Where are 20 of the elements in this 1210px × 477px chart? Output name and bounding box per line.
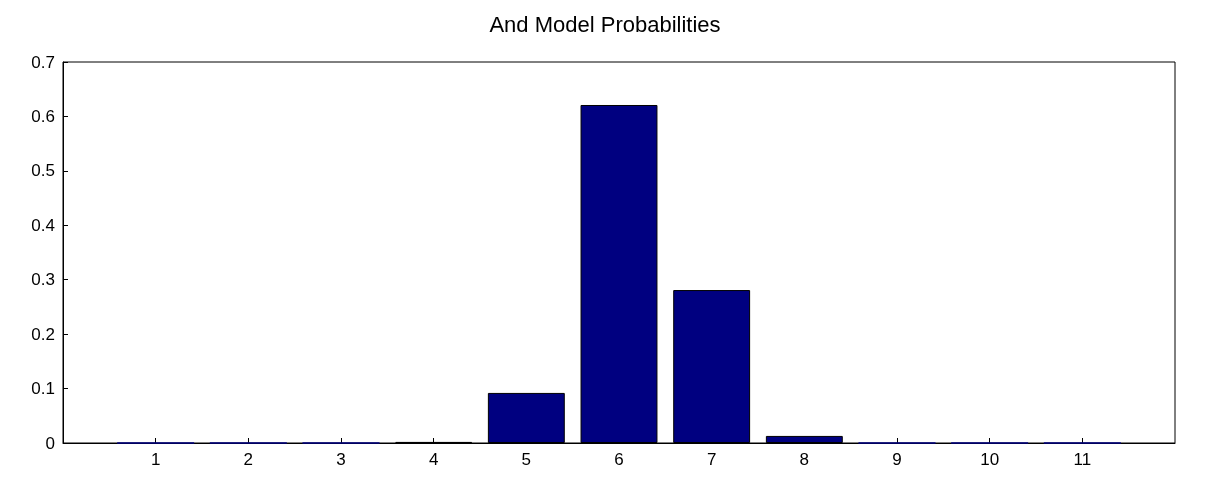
x-tick-label: 8 [799, 450, 810, 469]
x-tick-label: 9 [892, 450, 902, 469]
x-tick-label: 5 [521, 450, 532, 469]
y-tick-label: 0.6 [31, 106, 55, 126]
y-tick-label: 0.5 [31, 161, 55, 181]
y-tick-label: 0.1 [31, 379, 55, 399]
x-tick-label: 1 [150, 450, 161, 469]
x-tick-label: 3 [336, 450, 346, 469]
x-tick-label: 4 [428, 450, 439, 469]
x-tick-label: 10 [980, 450, 1000, 469]
y-tick-label: 0.4 [31, 215, 55, 235]
x-tick-label: 11 [1073, 450, 1092, 469]
y-tick-label: 0.3 [31, 270, 55, 290]
y-tick-label: 0.2 [31, 324, 55, 344]
chart-title: And Model Probabilities [489, 11, 721, 37]
y-tick-label: 0.7 [31, 52, 55, 72]
x-tick-label: 6 [614, 450, 624, 469]
y-tick-label: 0 [45, 433, 55, 453]
x-tick-label: 2 [243, 450, 254, 469]
x-tick-label: 7 [706, 450, 717, 469]
